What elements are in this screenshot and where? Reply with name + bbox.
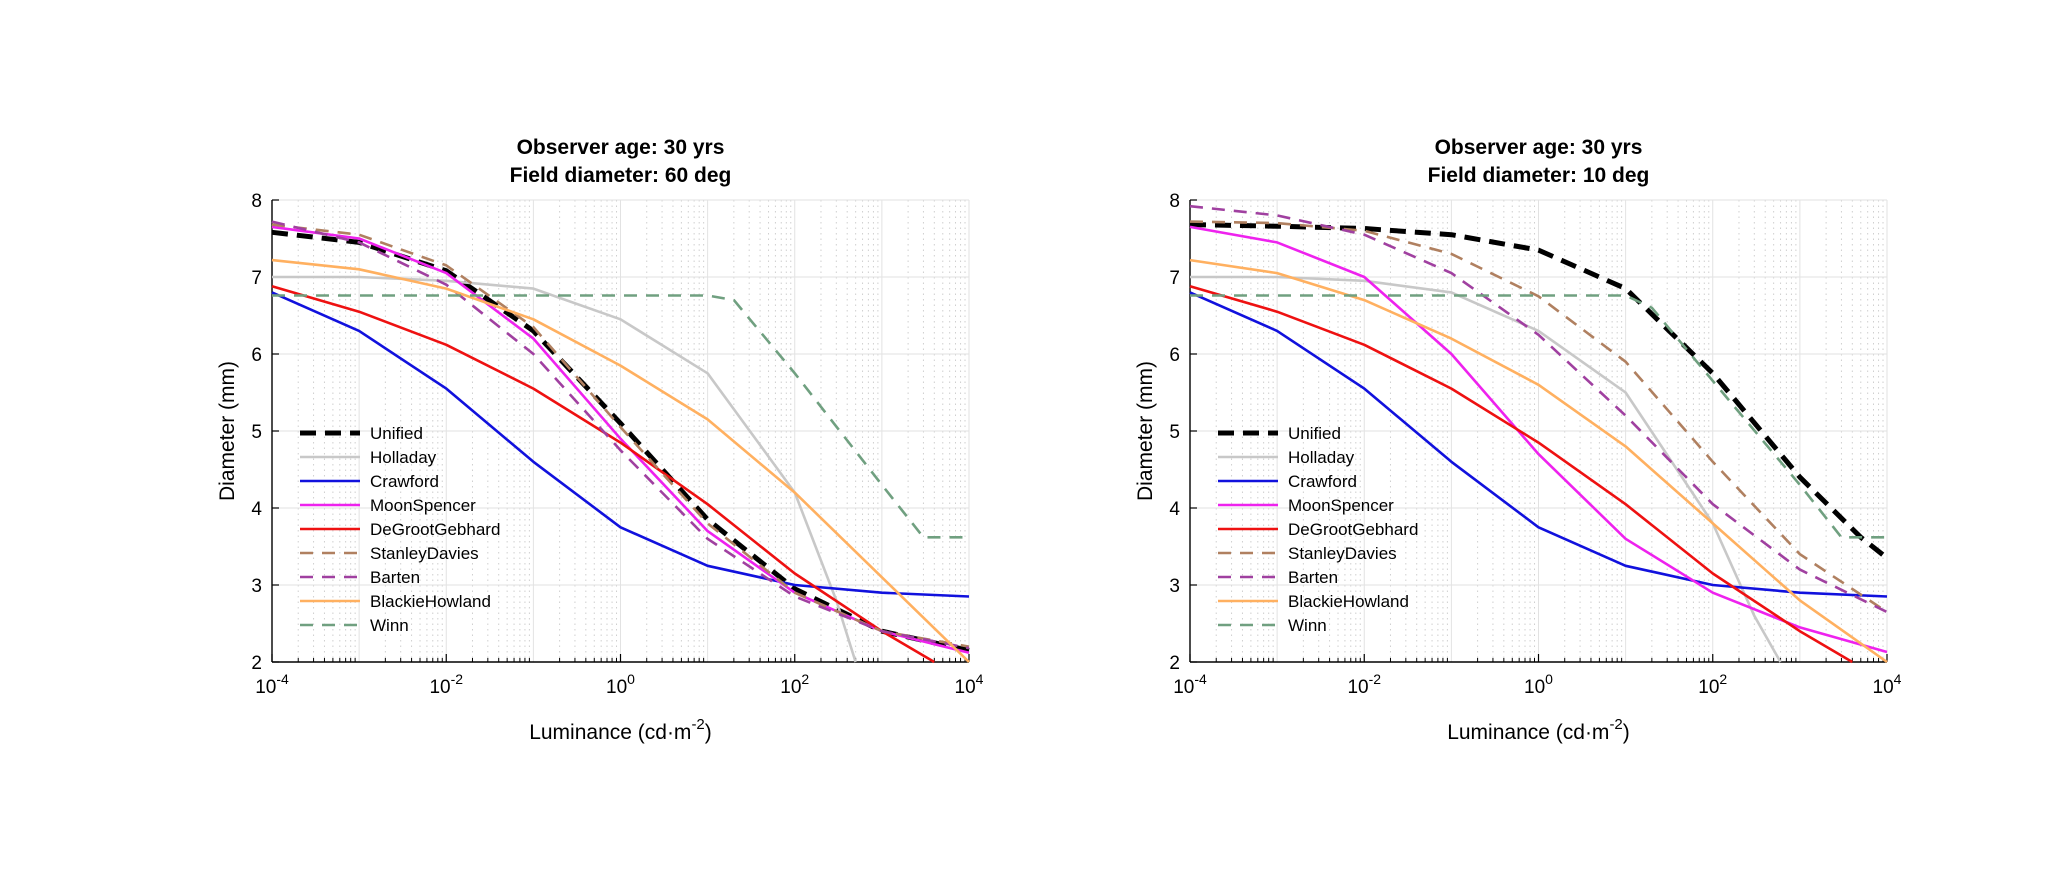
legend-item: Winn	[300, 616, 409, 635]
legend-label: DeGrootGebhard	[370, 520, 500, 539]
legend-item: Holladay	[300, 448, 437, 467]
y-axis-label: Diameter (mm)	[1134, 361, 1157, 501]
series-line-blackiehowland	[271, 258, 970, 663]
legend: Unified Holladay Crawford MoonSpencer DeGroo…	[300, 424, 500, 635]
y-tick-label: 5	[1169, 422, 1180, 443]
y-tick-label: 7	[251, 268, 262, 289]
legend-label: BlackieHowland	[370, 592, 491, 611]
legend-label: DeGrootGebhard	[1288, 520, 1418, 539]
series-line-blackiehowland	[1189, 258, 1888, 664]
legend-item: Holladay	[1218, 448, 1355, 467]
series-line-unified	[1189, 222, 1889, 560]
legend-item: Crawford	[300, 472, 439, 491]
series-line-stanleydavies	[1189, 220, 1888, 614]
legend-item: MoonSpencer	[300, 496, 476, 515]
chart-panel-2: 2 3 4 5 6 7 8 10-4 10-2 100 102 104 Observer age: 30…	[1134, 136, 1902, 744]
chart-panel-1: 2 3 4 5 6 7 8 10-4 10-2 100 102 104 Observer age: 30…	[216, 136, 984, 744]
legend-item: Barten	[300, 568, 420, 587]
legend-item: StanleyDavies	[1218, 544, 1397, 563]
x-tick-label: 104	[955, 671, 984, 698]
x-tick-label: 10-2	[1347, 671, 1381, 698]
legend-item: Unified	[300, 424, 423, 443]
legend-label: Holladay	[1288, 448, 1355, 467]
series-line-barten	[271, 220, 970, 650]
x-axis-label: Luminance (cd·m-2)	[529, 716, 712, 744]
x-tick-label: 10-4	[255, 671, 289, 698]
y-tick-label: 2	[251, 653, 262, 674]
legend-item: BlackieHowland	[300, 592, 491, 611]
legend-label: Barten	[370, 568, 420, 587]
series-line-crawford	[271, 291, 970, 598]
y-tick-label: 6	[251, 345, 262, 366]
legend-item: DeGrootGebhard	[1218, 520, 1418, 539]
y-tick-label: 7	[1169, 268, 1180, 289]
legend-label: StanleyDavies	[1288, 544, 1397, 563]
legend-item: StanleyDavies	[300, 544, 479, 563]
x-axis-label: Luminance (cd·m-2)	[1447, 716, 1630, 744]
series-line-crawford	[1189, 291, 1888, 598]
series-line-degrootgebhard	[271, 284, 935, 664]
y-tick-label: 4	[1169, 499, 1180, 520]
legend-label: Barten	[1288, 568, 1338, 587]
legend-label: Unified	[1288, 424, 1341, 443]
y-axis-label: Diameter (mm)	[216, 361, 239, 501]
series-line-barten	[1189, 204, 1888, 614]
y-tick-label: 8	[1169, 191, 1180, 212]
y-tick-label: 8	[251, 191, 262, 212]
legend-label: Unified	[370, 424, 423, 443]
series-line-moonspencer	[271, 225, 970, 655]
series-line-unified	[271, 229, 970, 653]
chart-title-line-1: Observer age: 30 yrs	[517, 136, 725, 159]
legend-label: MoonSpencer	[370, 496, 476, 515]
x-tick-label: 10-4	[1173, 671, 1207, 698]
x-tick-label: 10-2	[429, 671, 463, 698]
x-tick-label: 102	[1698, 671, 1727, 698]
series-lines	[1189, 204, 1889, 664]
chart-title-line-2: Field diameter: 60 deg	[510, 164, 732, 187]
legend-label: BlackieHowland	[1288, 592, 1409, 611]
x-tick-label: 100	[606, 671, 635, 698]
x-tick-label: 102	[780, 671, 809, 698]
legend-item: DeGrootGebhard	[300, 520, 500, 539]
legend-label: MoonSpencer	[1288, 496, 1394, 515]
y-tick-label: 3	[1169, 576, 1180, 597]
x-tick-label: 100	[1524, 671, 1553, 698]
legend-label: StanleyDavies	[370, 544, 479, 563]
legend-label: Crawford	[370, 472, 439, 491]
legend-label: Winn	[1288, 616, 1327, 635]
legend-label: Winn	[370, 616, 409, 635]
series-line-holladay	[272, 275, 857, 663]
legend-item: Unified	[1218, 424, 1341, 443]
x-tick-label: 104	[1873, 671, 1902, 698]
series-line-holladay	[1190, 275, 1782, 663]
legend-label: Crawford	[1288, 472, 1357, 491]
chart-title-line-2: Field diameter: 10 deg	[1428, 164, 1650, 187]
y-tick-label: 2	[1169, 653, 1180, 674]
series-line-stanleydavies	[271, 223, 970, 648]
y-tick-label: 5	[251, 422, 262, 443]
y-tick-label: 3	[251, 576, 262, 597]
series-line-degrootgebhard	[1189, 284, 1853, 664]
legend-item: Barten	[1218, 568, 1338, 587]
y-tick-label: 6	[1169, 345, 1180, 366]
y-tick-label: 4	[251, 499, 262, 520]
legend: Unified Holladay Crawford MoonSpencer DeGroo…	[1218, 424, 1418, 635]
legend-item: BlackieHowland	[1218, 592, 1409, 611]
legend-item: MoonSpencer	[1218, 496, 1394, 515]
series-lines	[271, 220, 970, 664]
legend-item: Winn	[1218, 616, 1327, 635]
legend-item: Crawford	[1218, 472, 1357, 491]
chart-title-line-1: Observer age: 30 yrs	[1435, 136, 1643, 159]
series-line-moonspencer	[1189, 225, 1888, 654]
legend-label: Holladay	[370, 448, 437, 467]
